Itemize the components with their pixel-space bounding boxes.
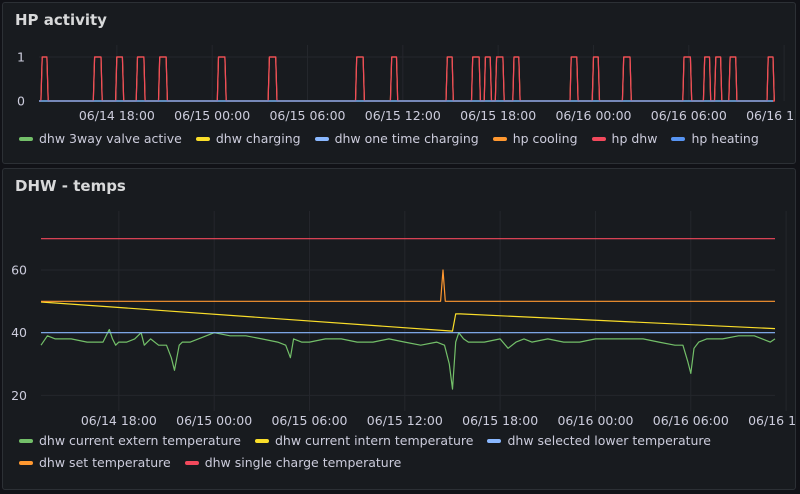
y-tick-label: 0 [17,94,25,109]
y-tick-label: 60 [11,263,27,278]
series-line-dhw-set-temperature [41,269,775,302]
legend-item-dhw-selected-lower-temperature[interactable]: dhw selected lower temperature [487,433,711,448]
legend-swatch [19,136,33,141]
legend-label: dhw current extern temperature [39,433,241,448]
legend-label: dhw 3way valve active [39,131,182,146]
legend-label: dhw one time charging [334,131,479,146]
series-line-dhw-current-intern-temperature [40,301,776,332]
legend-label: dhw charging [215,131,301,146]
legend-swatch [195,136,210,141]
x-tick-label: 06/14 18:00 [81,413,157,427]
legend-item-dhw-3way-valve-active[interactable]: dhw 3way valve active [19,131,182,146]
legend-swatch [314,136,329,141]
hp-activity-panel: HP activity 0 1 06/14 18:00 06/15 00:00 06/1… [2,2,796,164]
legend-swatch [487,438,502,443]
x-tick-label: 06/15 06:00 [271,413,347,427]
legend-swatch [19,460,33,465]
series-line-dhw-current-extern-temperature [40,328,776,390]
hp-activity-plot[interactable]: 0 1 06/14 18:00 06/15 00:00 06/15 06:00 06/15… [3,3,795,123]
legend-item-hp-heating[interactable]: hp heating [671,131,759,146]
x-tick-label: 06/15 12:00 [367,413,443,427]
y-tick-label: 1 [17,50,25,65]
legend-item-dhw-current-intern-temperature[interactable]: dhw current intern temperature [254,433,474,448]
y-tick-label: 40 [11,325,27,340]
legend-swatch [492,136,507,141]
legend-item-dhw-single-charge-temperature[interactable]: dhw single charge temperature [184,455,402,470]
x-tick-label: 06/15 00:00 [174,108,250,123]
legend-swatch [591,136,606,141]
x-tick-label: 06/16 06:00 [651,108,727,123]
legend-item-hp-cooling[interactable]: hp cooling [492,131,578,146]
dhw-temps-plot[interactable]: 20 40 60 06/14 18:00 06/15 00:00 06/15 06:00 0… [3,169,795,427]
x-tick-label: 06/15 06:00 [269,108,345,123]
series-line-hp-dhw [39,56,775,102]
legend-label: hp cooling [512,131,578,146]
x-tick-label: 06/16 12:00 [748,413,795,427]
legend-item-dhw-one-time-charging[interactable]: dhw one time charging [314,131,479,146]
x-tick-label: 06/14 18:00 [79,108,155,123]
x-tick-label: 06/16 12:00 [746,108,795,123]
dhw-temps-legend: dhw current extern temperature dhw curren… [19,433,739,470]
legend-label: dhw selected lower temperature [507,433,711,448]
legend-swatch [671,136,686,141]
legend-item-hp-dhw[interactable]: hp dhw [591,131,658,146]
legend-swatch [184,460,199,465]
hp-activity-legend: dhw 3way valve active dhw charging dhw one… [19,131,759,146]
dhw-temps-panel: DHW - temps 20 40 60 06/14 18:00 06/15 00:00… [2,168,796,490]
legend-label: hp heating [691,131,759,146]
panel-title: HP activity [15,11,107,29]
y-tick-label: 20 [11,388,27,403]
x-tick-label: 06/15 12:00 [365,108,441,123]
legend-item-dhw-current-extern-temperature[interactable]: dhw current extern temperature [19,433,241,448]
legend-label: dhw single charge temperature [204,455,402,470]
x-tick-label: 06/16 00:00 [555,108,631,123]
legend-item-dhw-charging[interactable]: dhw charging [195,131,301,146]
x-tick-label: 06/15 18:00 [460,108,536,123]
x-tick-label: 06/16 00:00 [557,413,633,427]
legend-item-dhw-set-temperature[interactable]: dhw set temperature [19,455,171,470]
series-line-hp-cooling [39,56,775,102]
legend-label: dhw current intern temperature [274,433,474,448]
legend-label: dhw set temperature [39,455,171,470]
legend-swatch [254,438,269,443]
x-tick-label: 06/16 06:00 [653,413,729,427]
legend-swatch [19,438,33,443]
panel-title: DHW - temps [15,177,126,195]
x-tick-label: 06/15 00:00 [176,413,252,427]
x-tick-label: 06/15 18:00 [462,413,538,427]
legend-label: hp dhw [611,131,658,146]
